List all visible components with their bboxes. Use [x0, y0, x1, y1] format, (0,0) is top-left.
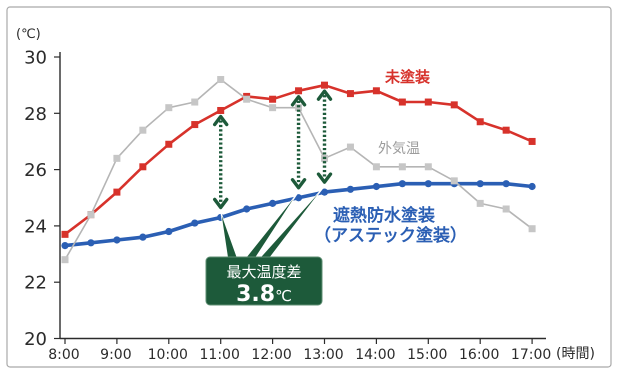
unpainted-point — [450, 101, 458, 109]
outdoor-temp-point — [502, 205, 510, 213]
x-tick-label: 9:00 — [100, 347, 131, 363]
heat-shield-coating-point — [87, 239, 95, 247]
x-tick-label: 8:00 — [48, 347, 79, 363]
arrow-head-bottom-icon — [213, 197, 229, 210]
outdoor-temp-point — [372, 163, 380, 171]
heat-shield-coating-point — [398, 180, 406, 188]
y-tick-label: 30 — [24, 48, 47, 69]
unpainted-point — [165, 140, 173, 148]
unpainted-point — [191, 121, 199, 129]
outdoor-temp-point — [113, 154, 121, 162]
heat-shield-coating-point — [346, 185, 355, 193]
heat-shield-coating-point — [113, 236, 121, 244]
y-tick-label: 28 — [24, 104, 47, 125]
unpainted-point — [113, 188, 121, 196]
unpainted-point — [269, 95, 277, 103]
outdoor-temp-series-label: 外気温 — [378, 141, 420, 157]
x-tick-label: 12:00 — [251, 347, 291, 363]
x-tick-label: 17:00 — [511, 347, 551, 363]
max-temp-diff-callout: 最大温度差 3.8℃ — [205, 256, 323, 307]
outdoor-temp-point — [61, 256, 69, 264]
unpainted-point — [217, 106, 225, 114]
unpainted-point — [321, 81, 328, 89]
outdoor-temp-point — [87, 211, 95, 219]
outdoor-temp-point — [139, 126, 147, 134]
heat-shield-coating-point — [528, 182, 536, 191]
temp-diff-arrow — [213, 114, 229, 210]
heat-shield-coating-point — [294, 194, 303, 202]
unpainted-point — [295, 87, 303, 95]
callout-title: 最大温度差 — [226, 263, 301, 281]
y-tick-label: 26 — [24, 160, 47, 181]
x-tick-label: 13:00 — [303, 347, 343, 363]
temp-diff-arrow — [290, 95, 307, 190]
heat-shield-coating-point — [61, 242, 69, 250]
unpainted-point — [346, 90, 354, 98]
callout-box — [205, 256, 323, 306]
temp-diff-arrows — [213, 89, 333, 210]
y-tick-label: 20 — [24, 329, 47, 350]
unpainted-point — [61, 230, 69, 238]
heat-shield-coating-point — [372, 182, 380, 191]
y-axis-unit-label: (℃) — [16, 27, 41, 42]
series-group — [61, 76, 536, 264]
heat-shield-coating-point — [269, 199, 277, 207]
x-tick-label: 14:00 — [355, 347, 395, 363]
temp-diff-arrow — [316, 89, 333, 184]
unpainted-point — [424, 98, 432, 106]
x-tick-label: 10:00 — [148, 347, 188, 363]
outdoor-temp-point — [450, 177, 458, 185]
heat-shield-coating-point — [424, 180, 432, 188]
unpainted-point — [476, 118, 484, 126]
x-axis-unit-label: (時間) — [556, 346, 595, 362]
x-tick-label: 11:00 — [200, 347, 240, 363]
arrow-head-bottom-icon — [290, 178, 307, 190]
heat-shield-coating-point — [502, 180, 510, 188]
outdoor-temp-point — [346, 143, 354, 151]
arrow-head-top-icon — [316, 89, 333, 101]
arrow-head-top-icon — [213, 114, 229, 127]
outdoor-temp-point — [528, 225, 536, 233]
unpainted-series-label: 未塗装 — [384, 68, 431, 86]
heat-shield-coating-point — [191, 219, 199, 227]
heat-shield-coating-point — [243, 205, 251, 213]
callout-unit: ℃ — [275, 287, 292, 305]
arrow-head-bottom-icon — [316, 172, 333, 184]
arrow-head-top-icon — [290, 95, 307, 107]
outdoor-temp-point — [295, 104, 303, 112]
heat-shield-coating-series-label: 遮熱防水塗装 — [333, 205, 435, 226]
outdoor-temp-point — [165, 104, 173, 112]
outdoor-temp-point — [269, 104, 277, 112]
unpainted-point — [372, 87, 380, 95]
y-tick-label: 22 — [24, 273, 47, 294]
unpainted-point — [139, 163, 147, 171]
outdoor-temp-point — [243, 95, 251, 103]
outdoor-temp-point — [398, 163, 406, 171]
chart-frame — [6, 6, 612, 368]
heat-shield-coating-point — [139, 233, 147, 241]
outdoor-temp-point — [476, 199, 484, 207]
outdoor-temp-point — [217, 76, 225, 84]
heat-shield-coating-point — [320, 188, 329, 196]
unpainted-point — [398, 98, 406, 106]
outdoor-temp-point — [424, 163, 432, 171]
x-tick-label: 15:00 — [407, 347, 447, 363]
callout-value-text: 3.8℃ — [236, 282, 292, 307]
axis-ticks: 20 22 24 26 28 30 8:00 9:00 10:00 11:00 12:00 13:00… — [24, 48, 551, 364]
heat-shield-coating-point — [165, 227, 173, 236]
outdoor-temp-point — [191, 98, 199, 106]
unpainted-point — [528, 137, 536, 145]
y-tick-label: 24 — [24, 216, 47, 237]
x-tick-label: 16:00 — [459, 347, 499, 363]
heat-shield-coating-point — [476, 180, 484, 188]
heat-shield-coating-series-sublabel: （アステック塗装） — [314, 225, 467, 246]
callout-value: 3.8 — [236, 282, 275, 307]
unpainted-point — [502, 126, 510, 134]
